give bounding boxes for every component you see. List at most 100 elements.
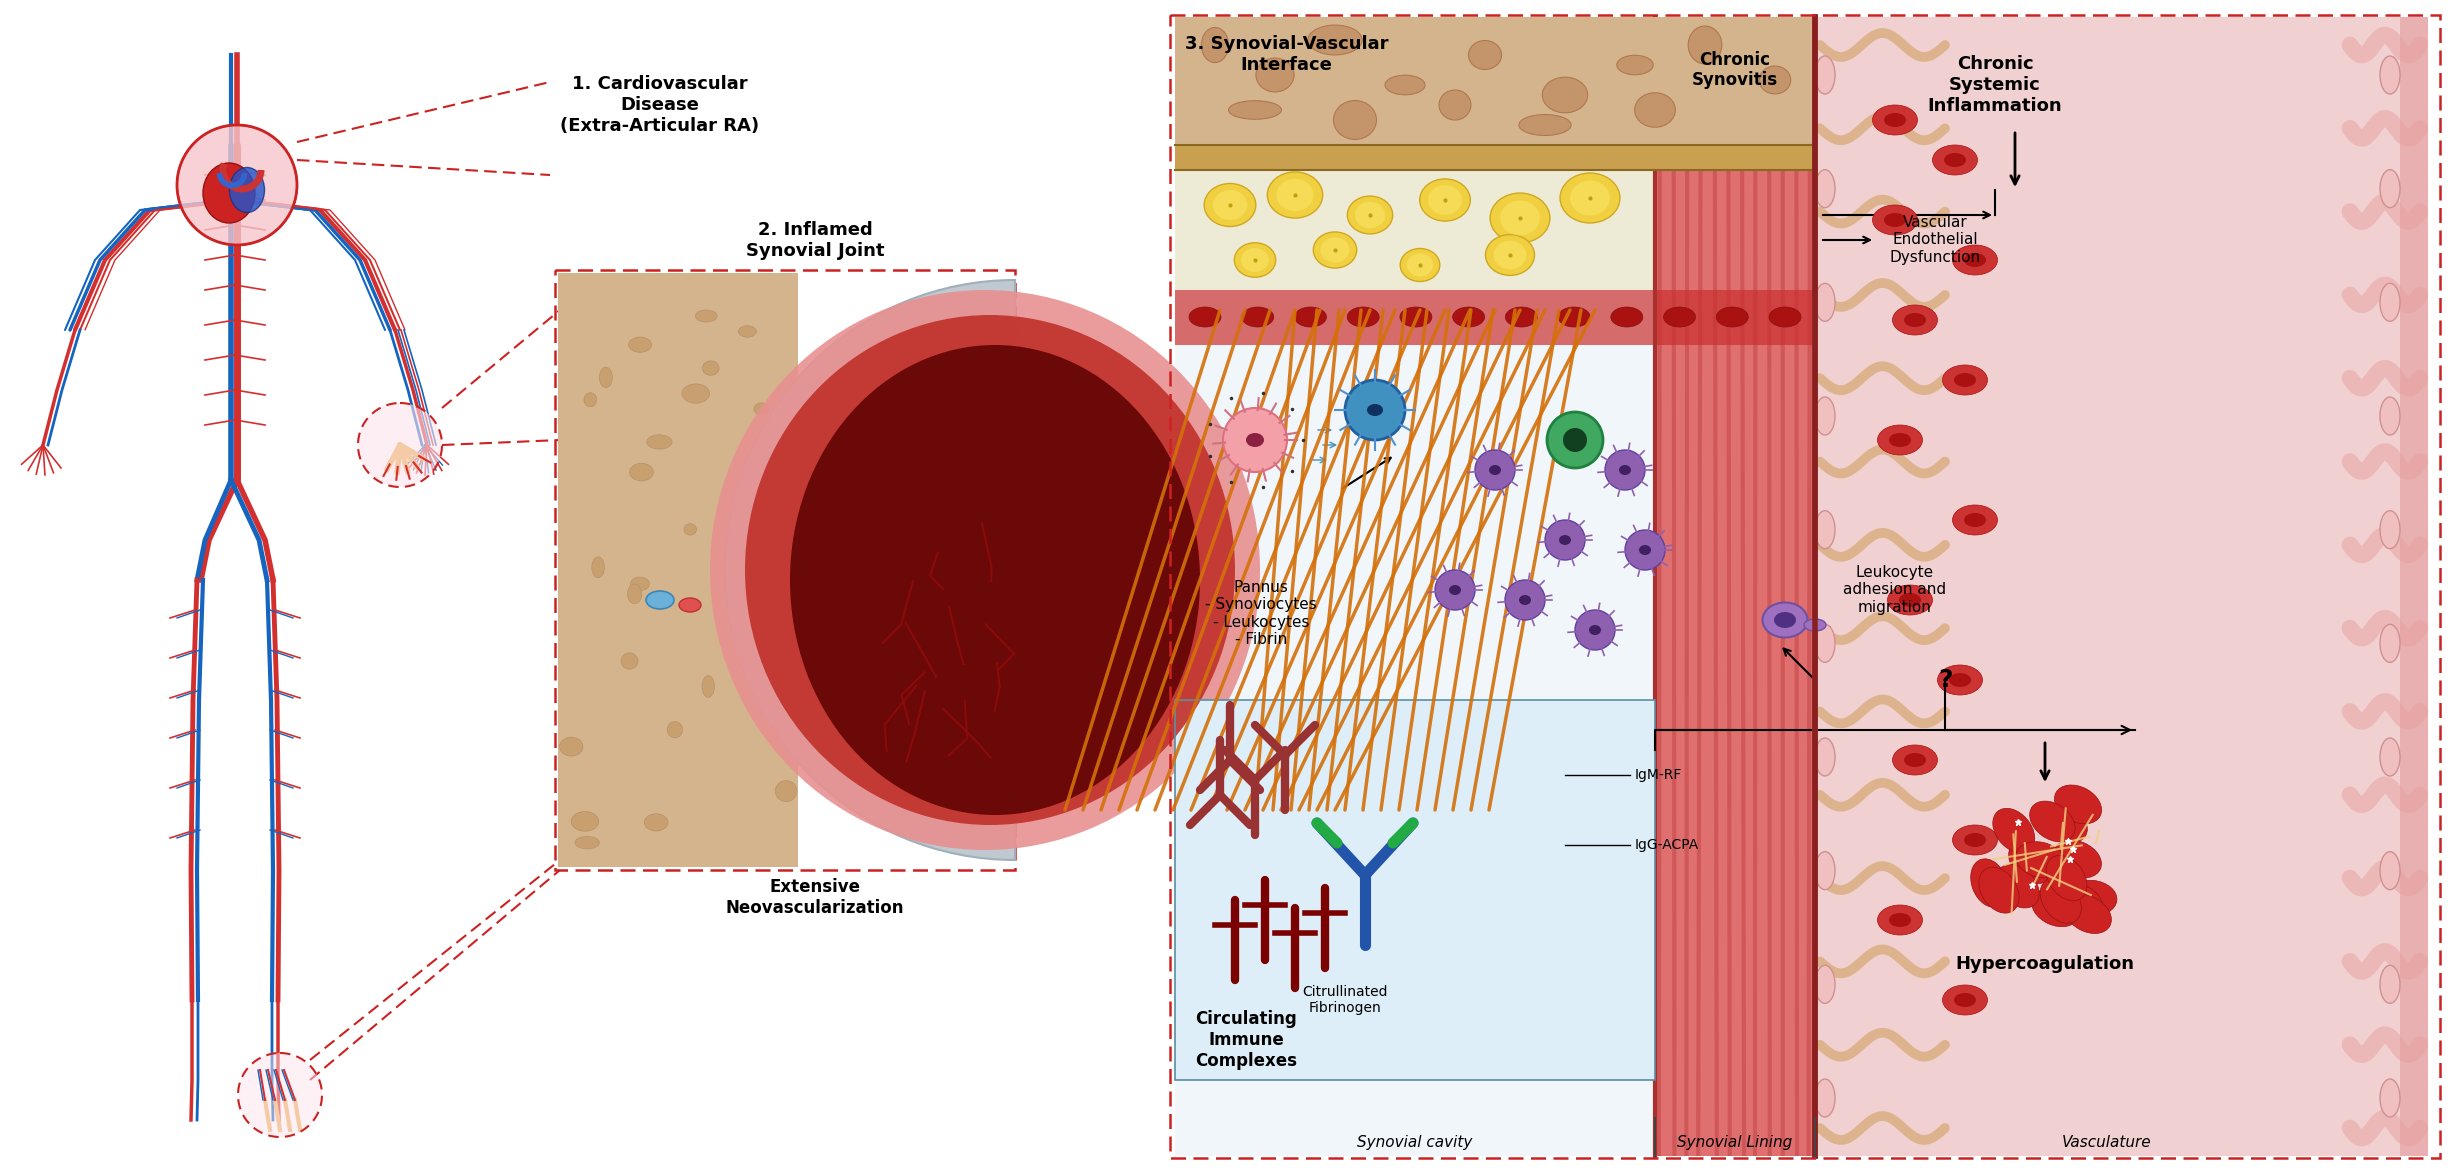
Ellipse shape (600, 367, 613, 387)
Ellipse shape (1440, 90, 1472, 120)
Ellipse shape (1873, 106, 1917, 135)
Ellipse shape (790, 345, 1201, 815)
Ellipse shape (1346, 196, 1393, 233)
Ellipse shape (1639, 545, 1651, 555)
Ellipse shape (1346, 307, 1378, 327)
Ellipse shape (738, 326, 756, 337)
Ellipse shape (1816, 1079, 1836, 1117)
Circle shape (1435, 570, 1474, 610)
Ellipse shape (1400, 307, 1432, 327)
Ellipse shape (1878, 425, 1922, 455)
Bar (1169, 15, 2439, 1158)
Ellipse shape (1400, 249, 1440, 282)
Ellipse shape (1715, 307, 1747, 327)
Ellipse shape (1816, 396, 1836, 435)
Ellipse shape (1971, 859, 2008, 907)
Ellipse shape (1570, 181, 1609, 216)
Ellipse shape (1235, 243, 1275, 277)
Ellipse shape (1560, 174, 1619, 223)
Circle shape (177, 126, 298, 245)
Ellipse shape (2055, 785, 2102, 823)
Ellipse shape (1408, 253, 1432, 277)
Ellipse shape (1486, 235, 1536, 276)
Ellipse shape (2380, 396, 2399, 435)
Circle shape (1605, 450, 1644, 490)
Circle shape (1223, 408, 1287, 472)
Bar (1174, 290, 1816, 345)
Ellipse shape (667, 721, 682, 738)
Ellipse shape (768, 545, 780, 564)
Bar (1174, 170, 1654, 290)
Ellipse shape (1501, 201, 1541, 236)
Ellipse shape (1760, 66, 1792, 94)
Ellipse shape (2380, 284, 2399, 321)
Ellipse shape (2052, 840, 2102, 877)
Ellipse shape (1420, 179, 1469, 221)
Ellipse shape (1979, 867, 2018, 913)
Ellipse shape (1213, 190, 1248, 221)
Ellipse shape (1334, 101, 1376, 140)
Ellipse shape (746, 316, 1235, 825)
Ellipse shape (1949, 673, 1971, 687)
Ellipse shape (1964, 513, 1986, 527)
Ellipse shape (1243, 307, 1275, 327)
Ellipse shape (1944, 152, 1966, 167)
Ellipse shape (202, 163, 256, 223)
Ellipse shape (1816, 738, 1836, 777)
Ellipse shape (1356, 202, 1386, 229)
Ellipse shape (1634, 93, 1676, 127)
Text: IgG-ACPA: IgG-ACPA (1634, 838, 1698, 852)
Bar (1174, 16, 1654, 1157)
Ellipse shape (1543, 77, 1587, 113)
Bar (559, 273, 797, 867)
Ellipse shape (1255, 57, 1294, 91)
Text: Hypercoagulation: Hypercoagulation (1956, 955, 2134, 972)
Wedge shape (726, 280, 1014, 860)
Ellipse shape (645, 591, 674, 609)
Ellipse shape (1816, 56, 1836, 94)
Ellipse shape (2067, 880, 2116, 915)
Circle shape (1506, 579, 1546, 621)
Ellipse shape (701, 361, 719, 375)
Ellipse shape (1294, 307, 1326, 327)
Ellipse shape (2045, 855, 2087, 901)
Ellipse shape (1590, 625, 1602, 635)
Ellipse shape (1506, 307, 1538, 327)
Ellipse shape (571, 812, 598, 832)
Ellipse shape (1816, 170, 1836, 208)
Circle shape (1575, 610, 1614, 650)
Ellipse shape (1964, 253, 1986, 267)
Ellipse shape (1873, 205, 1917, 235)
Bar (556, 270, 1014, 870)
Ellipse shape (1427, 185, 1462, 215)
Ellipse shape (645, 814, 667, 830)
Text: Vascular
Endothelial
Dysfunction: Vascular Endothelial Dysfunction (1890, 215, 1981, 265)
Ellipse shape (1954, 373, 1976, 387)
Ellipse shape (576, 836, 600, 849)
Ellipse shape (1816, 510, 1836, 549)
Circle shape (1548, 412, 1602, 468)
Ellipse shape (1816, 284, 1836, 321)
Ellipse shape (696, 310, 716, 323)
Ellipse shape (2065, 895, 2112, 934)
Ellipse shape (1688, 26, 1723, 65)
Ellipse shape (775, 780, 797, 801)
Ellipse shape (1469, 41, 1501, 69)
Ellipse shape (2033, 889, 2080, 927)
Text: Chronic
Systemic
Inflammation: Chronic Systemic Inflammation (1927, 55, 2062, 115)
Ellipse shape (1518, 595, 1531, 605)
Ellipse shape (1932, 145, 1979, 175)
Ellipse shape (1774, 612, 1797, 628)
Ellipse shape (1952, 825, 1998, 855)
Text: Chronic
Synovitis: Chronic Synovitis (1693, 50, 1777, 89)
Ellipse shape (2008, 841, 2052, 883)
Text: Extensive
Neovascularization: Extensive Neovascularization (726, 879, 903, 917)
Ellipse shape (1905, 753, 1927, 767)
Ellipse shape (1494, 240, 1526, 270)
Ellipse shape (2380, 510, 2399, 549)
Text: IgM-RF: IgM-RF (1634, 768, 1683, 782)
Ellipse shape (1816, 852, 1836, 889)
Ellipse shape (630, 577, 650, 591)
Ellipse shape (1664, 307, 1696, 327)
Ellipse shape (1612, 307, 1644, 327)
